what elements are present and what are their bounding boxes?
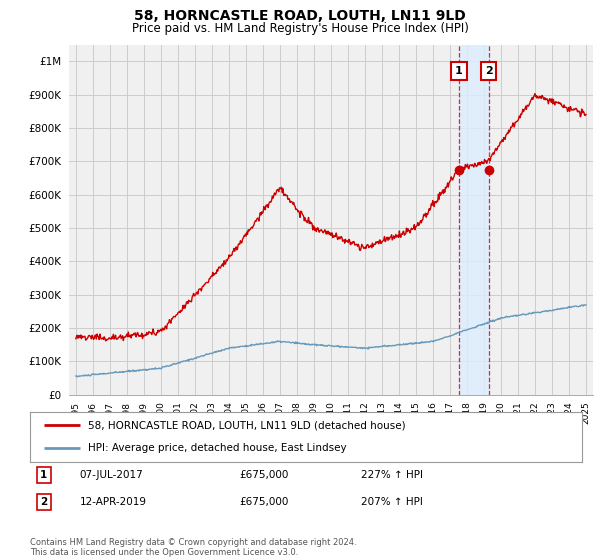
Text: 227% ↑ HPI: 227% ↑ HPI <box>361 470 423 480</box>
Text: 1: 1 <box>455 66 463 76</box>
Text: 58, HORNCASTLE ROAD, LOUTH, LN11 9LD (detached house): 58, HORNCASTLE ROAD, LOUTH, LN11 9LD (de… <box>88 420 406 430</box>
Text: Price paid vs. HM Land Registry's House Price Index (HPI): Price paid vs. HM Land Registry's House … <box>131 22 469 35</box>
Text: £675,000: £675,000 <box>240 470 289 480</box>
Text: £675,000: £675,000 <box>240 497 289 507</box>
Text: 2: 2 <box>40 497 47 507</box>
Text: 12-APR-2019: 12-APR-2019 <box>80 497 146 507</box>
Bar <box>459 45 489 395</box>
Text: 1: 1 <box>40 470 47 480</box>
Text: 207% ↑ HPI: 207% ↑ HPI <box>361 497 423 507</box>
Text: 58, HORNCASTLE ROAD, LOUTH, LN11 9LD: 58, HORNCASTLE ROAD, LOUTH, LN11 9LD <box>134 9 466 23</box>
Text: 07-JUL-2017: 07-JUL-2017 <box>80 470 143 480</box>
Text: 2: 2 <box>485 66 493 76</box>
Text: Contains HM Land Registry data © Crown copyright and database right 2024.
This d: Contains HM Land Registry data © Crown c… <box>30 538 356 557</box>
Text: HPI: Average price, detached house, East Lindsey: HPI: Average price, detached house, East… <box>88 444 347 454</box>
